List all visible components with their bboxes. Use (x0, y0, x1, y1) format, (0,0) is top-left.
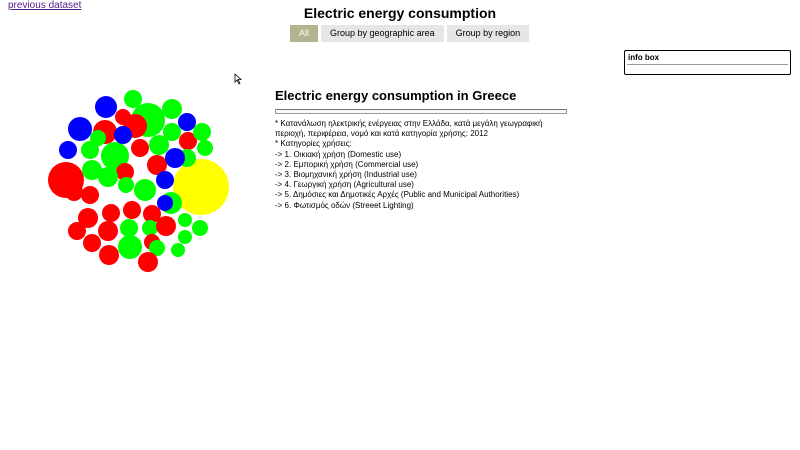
bubble-node[interactable] (197, 140, 213, 156)
tab-group-by-region[interactable]: Group by region (446, 25, 530, 42)
info-box-title: info box (628, 53, 660, 62)
bubble-node[interactable] (95, 96, 117, 118)
bubble-node[interactable] (118, 177, 134, 193)
bubble-node[interactable] (81, 186, 99, 204)
bubble-node[interactable] (142, 220, 158, 236)
bubble-node[interactable] (157, 195, 173, 211)
bubble-node[interactable] (134, 179, 156, 201)
tab-group-by-geographic-area[interactable]: Group by geographic area (321, 25, 444, 42)
bubble-node[interactable] (138, 252, 158, 272)
bubble-node[interactable] (68, 117, 92, 141)
bubble-node[interactable] (162, 99, 182, 119)
bubble-node[interactable] (98, 221, 118, 241)
bubble-chart (48, 90, 229, 272)
bubble-node[interactable] (82, 160, 102, 180)
bubble-node[interactable] (192, 220, 208, 236)
description-line: -> 5. Δημόσιες και Δημοτικές Αρχές (Publ… (275, 190, 520, 200)
bubble-node[interactable] (173, 159, 229, 215)
previous-dataset-link[interactable]: previous dataset (8, 0, 82, 11)
bubble-node[interactable] (147, 155, 167, 175)
grouping-tabs: All Group by geographic area Group by re… (290, 25, 530, 42)
bubble-node[interactable] (165, 148, 185, 168)
description-line: -> 1. Οικιακή χρήση (Domestic use) (275, 149, 402, 159)
bubble-node[interactable] (120, 219, 138, 237)
bubble-node[interactable] (68, 222, 86, 240)
description-panel: Electric energy consumption in Greece * … (275, 88, 575, 211)
bubble-node[interactable] (98, 167, 118, 187)
bubble-node[interactable] (124, 90, 142, 108)
bubble-node[interactable] (59, 141, 77, 159)
description-line: * Κατηγορίες χρήσεις: (275, 139, 352, 149)
description-divider-bar (275, 109, 567, 114)
bubble-node[interactable] (143, 205, 161, 223)
bubble-node[interactable] (81, 141, 99, 159)
bubble-node[interactable] (171, 243, 185, 257)
bubble-node[interactable] (178, 113, 196, 131)
bubble-node[interactable] (65, 183, 83, 201)
bubble-node[interactable] (78, 208, 98, 228)
bubble-node[interactable] (163, 123, 181, 141)
bubble-node[interactable] (149, 240, 165, 256)
bubble-node[interactable] (156, 216, 176, 236)
bubble-node[interactable] (116, 163, 134, 181)
bubble-node[interactable] (149, 135, 169, 155)
description-line: -> 2. Εμπορική χρήση (Commercial use) (275, 159, 419, 169)
bubble-node[interactable] (102, 204, 120, 222)
info-box: info box (624, 50, 791, 75)
bubble-node[interactable] (131, 139, 149, 157)
description-line: -> 4. Γεωργική χρήση (Agricultural use) (275, 180, 414, 190)
bubble-node[interactable] (123, 201, 141, 219)
description-text: * Κατανάλωση ηλεκτρικής ενέργειας στην Ε… (275, 119, 575, 211)
bubble-node[interactable] (193, 123, 211, 141)
description-title: Electric energy consumption in Greece (275, 88, 517, 103)
bubble-node[interactable] (114, 126, 132, 144)
page-title: Electric energy consumption (303, 5, 497, 21)
bubble-node[interactable] (178, 213, 192, 227)
mouse-cursor-icon (234, 73, 243, 85)
description-line: -> 3. Βιομηχανική χρήση (Industrial use) (275, 170, 417, 180)
description-line: -> 6. Φωτισμός οδών (Streeet Lighting) (275, 200, 414, 210)
tab-all[interactable]: All (290, 25, 319, 42)
bubble-node[interactable] (178, 230, 192, 244)
bubble-node[interactable] (90, 130, 106, 146)
bubble-node[interactable] (99, 245, 119, 265)
bubble-node[interactable] (118, 235, 142, 259)
bubble-node[interactable] (83, 234, 101, 252)
info-box-divider (627, 64, 788, 65)
bubble-node[interactable] (179, 132, 197, 150)
bubble-node[interactable] (101, 142, 129, 170)
bubble-node[interactable] (156, 171, 174, 189)
description-line: * Κατανάλωση ηλεκτρικής ενέργειας στην Ε… (275, 119, 543, 139)
